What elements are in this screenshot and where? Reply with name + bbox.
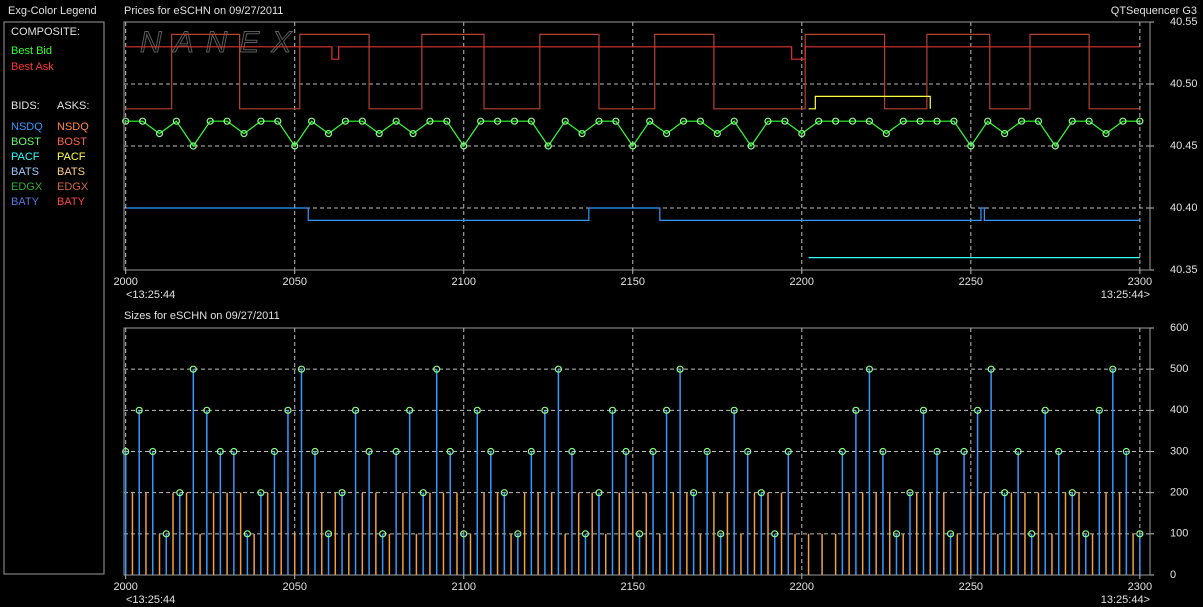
x-tick-label: 2200 — [790, 276, 814, 288]
y-tick-label: 300 — [1170, 445, 1188, 457]
legend-entry: PACF — [57, 151, 86, 163]
legend-entry: BATY — [57, 196, 86, 208]
x-end-label: 13:25:44> — [1101, 594, 1150, 606]
chart-title: Sizes for eSCHN on 09/27/2011 — [124, 310, 280, 322]
x-tick-label: 2150 — [621, 276, 645, 288]
x-tick-label: 2250 — [959, 276, 983, 288]
chart-title: Prices for eSCHN on 09/27/2011 — [124, 5, 283, 17]
y-tick-label: 40.40 — [1170, 202, 1198, 214]
y-tick-label: 500 — [1170, 363, 1188, 375]
x-tick-label: 2100 — [452, 581, 476, 593]
legend-section: ASKS: — [57, 100, 89, 112]
legend-title: Exg-Color Legend — [8, 5, 97, 17]
y-tick-label: 40.50 — [1170, 78, 1198, 90]
legend-entry: NSDQ — [11, 121, 43, 133]
legend-entry: BOST — [11, 136, 41, 148]
legend-entry: PACF — [11, 151, 40, 163]
legend-entry: NSDQ — [57, 121, 89, 133]
x-start-label: <13:25:44 — [126, 289, 175, 301]
x-tick-label: 2000 — [113, 276, 137, 288]
x-tick-label: 2200 — [790, 581, 814, 593]
legend-entry: Best Ask — [11, 61, 54, 73]
x-tick-label: 2050 — [282, 276, 306, 288]
legend-entry: EDGX — [57, 181, 89, 193]
legend-section: COMPOSITE: — [11, 26, 80, 38]
legend-section: BIDS: — [11, 100, 40, 112]
y-tick-label: 0 — [1170, 569, 1176, 581]
legend-entry: BATS — [11, 166, 39, 178]
y-tick-label: 40.35 — [1170, 264, 1198, 276]
x-tick-label: 2150 — [621, 581, 645, 593]
x-tick-label: 2000 — [113, 581, 137, 593]
x-tick-label: 2250 — [959, 581, 983, 593]
y-tick-label: 40.45 — [1170, 140, 1198, 152]
x-tick-label: 2050 — [282, 581, 306, 593]
y-tick-label: 600 — [1170, 322, 1188, 334]
y-tick-label: 200 — [1170, 487, 1188, 499]
watermark: NANEX — [140, 26, 303, 59]
x-tick-label: 2300 — [1128, 276, 1152, 288]
x-tick-label: 2300 — [1128, 581, 1152, 593]
legend-entry: BOST — [57, 136, 87, 148]
y-tick-label: 100 — [1170, 528, 1188, 540]
legend-entry: Best Bid — [11, 45, 52, 57]
legend-entry: EDGX — [11, 181, 43, 193]
y-tick-label: 40.55 — [1170, 16, 1198, 28]
legend-entry: BATS — [57, 166, 85, 178]
x-end-label: 13:25:44> — [1101, 289, 1150, 301]
y-tick-label: 400 — [1170, 404, 1188, 416]
x-start-label: <13:25:44 — [126, 594, 175, 606]
x-tick-label: 2100 — [452, 276, 476, 288]
legend-entry: BATY — [11, 196, 40, 208]
